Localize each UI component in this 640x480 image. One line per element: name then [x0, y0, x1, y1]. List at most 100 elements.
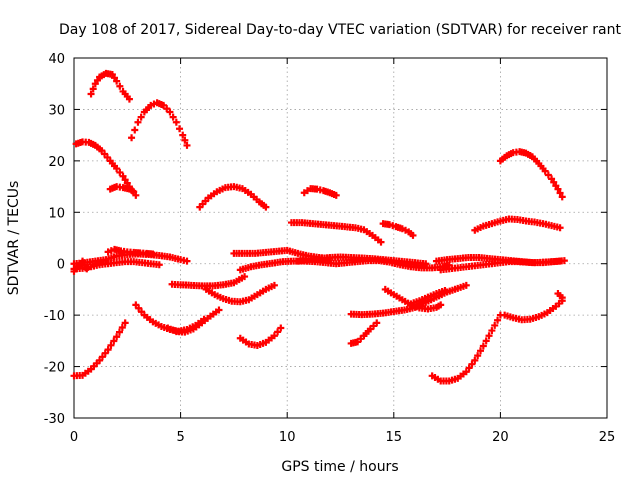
data-point [468, 360, 476, 368]
data-point [332, 191, 340, 199]
data-point [471, 356, 479, 364]
data-point [556, 224, 564, 232]
series-arc-9 [496, 148, 566, 201]
y-tick-label: -20 [44, 361, 65, 376]
data-point [89, 85, 97, 93]
data-point [474, 352, 482, 360]
series-arc-21 [202, 281, 278, 306]
series-arc-14 [70, 257, 91, 275]
series-arc-1 [87, 69, 133, 103]
data-point [377, 238, 385, 246]
series-arc-31 [501, 297, 566, 324]
data-point [87, 90, 95, 98]
data-point [558, 294, 566, 302]
series-arc-19 [437, 257, 564, 274]
y-tick-label: 20 [48, 155, 65, 170]
y-tick-label: 10 [48, 206, 65, 221]
data-point [155, 261, 163, 269]
x-tick-label: 5 [176, 430, 184, 445]
data-point [262, 203, 270, 211]
y-tick-label: 30 [48, 103, 65, 118]
data-point [491, 321, 499, 329]
x-tick-label: 10 [279, 430, 296, 445]
series-arc-4 [106, 183, 138, 196]
x-tick-label: 20 [492, 430, 509, 445]
data-point [131, 126, 139, 134]
data-point [169, 113, 177, 121]
data-point [270, 332, 278, 340]
data-point [134, 118, 142, 126]
data-point [128, 134, 136, 142]
data-point [465, 364, 473, 372]
series-arc-5 [196, 183, 270, 211]
x-tick-label: 15 [386, 430, 403, 445]
data-point [137, 113, 145, 121]
data-point [130, 188, 138, 196]
data-point [81, 261, 89, 269]
data-point [462, 281, 470, 289]
data-point [113, 333, 121, 341]
series-arc-28 [407, 286, 449, 308]
data-point [488, 327, 496, 335]
data-point [125, 95, 133, 103]
y-axis-label: SDTVAR / TECUs [6, 181, 22, 296]
data-point [494, 316, 502, 324]
series-arc-12 [104, 245, 157, 258]
series-arc-2 [128, 99, 191, 149]
data-point [101, 349, 109, 357]
data-point [113, 165, 121, 173]
series-arc-8 [379, 220, 417, 239]
data-point [544, 171, 552, 179]
y-tick-label: 40 [48, 52, 65, 67]
series-arc-6 [300, 185, 340, 199]
series-arc-20 [168, 273, 249, 290]
data-point [422, 260, 430, 268]
data-point [118, 323, 126, 331]
data-point [116, 168, 124, 176]
data-point [96, 356, 104, 364]
series-arc-17 [294, 253, 430, 268]
data-point [98, 353, 106, 361]
series-arc-25 [347, 319, 381, 347]
x-axis-label: GPS time / hours [281, 459, 398, 475]
data-point [215, 306, 223, 314]
data-point [274, 328, 282, 336]
series-arc-23 [164, 306, 223, 336]
series-arc-29 [70, 319, 129, 380]
data-point [107, 341, 115, 349]
y-tick-label: -10 [44, 309, 65, 324]
x-tick-label: 25 [599, 430, 616, 445]
data-point [541, 167, 549, 175]
data-points [70, 69, 568, 385]
data-point [83, 265, 91, 273]
data-point [166, 108, 174, 116]
data-point [477, 347, 485, 355]
data-point [79, 257, 87, 265]
y-tick-label: -30 [44, 412, 65, 427]
series-arc-10 [471, 215, 564, 234]
data-point [104, 346, 112, 354]
data-point [149, 250, 157, 258]
data-point [183, 257, 191, 265]
data-point [556, 257, 564, 265]
data-point [132, 191, 140, 199]
series-arc-7 [287, 219, 385, 246]
data-point [462, 368, 470, 376]
data-point [441, 286, 449, 294]
data-point [179, 131, 187, 139]
axis-ticks: 0 5 10 15 20 25 -30 -20 -10 0 10 20 30 40 [44, 52, 616, 445]
x-tick-label: 0 [70, 430, 78, 445]
y-tick-label: 0 [57, 258, 65, 273]
data-point [554, 185, 562, 193]
plot-frame [73, 57, 608, 419]
data-point [176, 125, 184, 133]
data-point [241, 273, 249, 281]
chart-title: Day 108 of 2017, Sidereal Day-to-day VTE… [59, 22, 621, 38]
grid [74, 58, 607, 418]
series-arc-32 [554, 290, 566, 302]
data-point [479, 342, 487, 350]
data-point [172, 118, 180, 126]
data-point [373, 319, 381, 327]
data-point [556, 189, 564, 197]
